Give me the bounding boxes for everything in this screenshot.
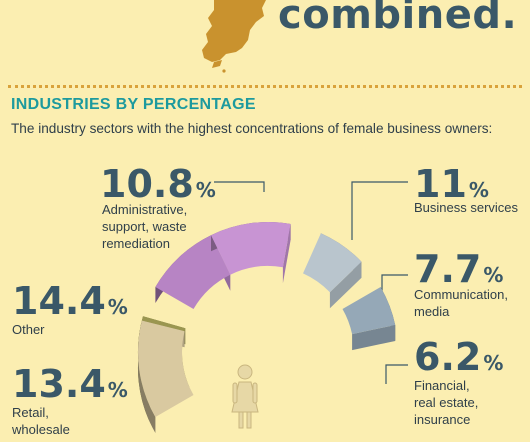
slice-top [211,222,291,275]
slice-1 [211,222,291,284]
map-silhouette-icon [202,0,266,73]
slice-end [282,224,291,284]
category-label: wholesale [11,422,70,437]
slice-5 [138,320,194,433]
leader-line [385,364,408,384]
category-label: media [414,304,450,319]
value-label: 11% [414,162,489,206]
leader-line [351,181,408,240]
category-label: Communication, [414,287,508,302]
category-label: Other [12,322,45,337]
slice-end [329,261,362,309]
leader-line [214,181,265,192]
section-intro: The industry sectors with the highest co… [11,121,493,136]
section-title: INDUSTRIES BY PERCENTAGE [11,96,256,113]
slice-0 [155,235,231,309]
category-label: remediation [102,236,170,251]
value-label: 10.8% [100,162,216,206]
dotted-divider [8,85,522,88]
female-figure-icon [231,364,259,429]
hero-word: combined. [278,0,518,38]
category-label: Retail, [12,405,49,420]
slice-top [342,287,396,335]
slice-3 [342,287,396,351]
value-label: 14.4% [12,279,128,323]
category-label: support, waste [102,219,187,234]
category-label: Administrative, [102,202,187,217]
category-label: real estate, [414,395,478,410]
category-label: Financial, [414,378,470,393]
value-label: 13.4% [12,362,128,406]
slice-top [138,320,194,417]
slice-side [137,316,150,421]
category-label: Business services [414,200,519,215]
slice-2 [303,233,362,309]
slice-end [352,325,396,351]
value-label: 6.2% [414,335,503,379]
value-label: 7.7% [414,247,503,291]
slice-top [303,233,362,293]
category-label: insurance [414,412,470,427]
slice-top [155,235,231,309]
